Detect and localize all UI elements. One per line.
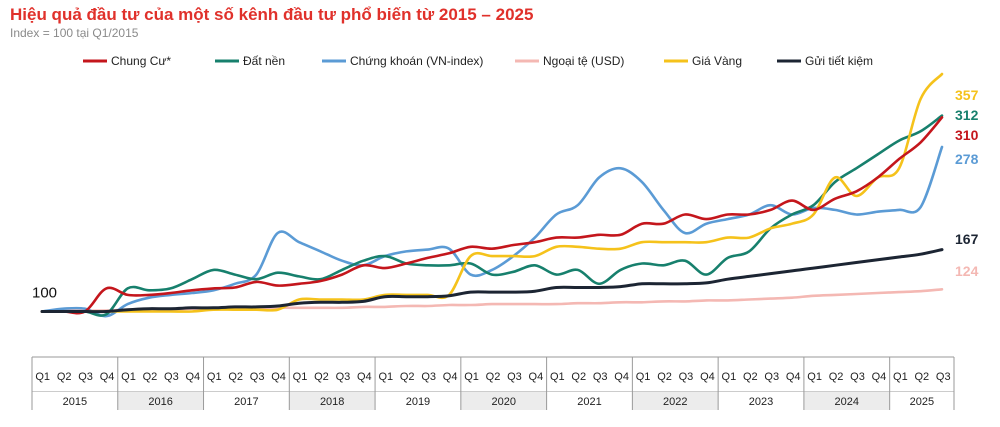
- quarter-label: Q3: [78, 371, 93, 383]
- year-label: 2020: [491, 396, 515, 408]
- year-label: 2016: [148, 396, 172, 408]
- legend-item-4: Giá Vàng: [664, 54, 742, 68]
- year-label: 2024: [835, 396, 859, 408]
- quarter-label: Q2: [914, 371, 929, 383]
- quarter-label: Q3: [421, 371, 436, 383]
- end-label-3: 124: [955, 263, 979, 279]
- quarter-label: Q4: [872, 371, 887, 383]
- quarter-label: Q2: [314, 371, 329, 383]
- end-label-5: 167: [955, 231, 979, 247]
- start-label: 100: [32, 285, 57, 302]
- year-label: 2019: [406, 396, 430, 408]
- end-label-0: 310: [955, 127, 979, 143]
- year-cell: [375, 392, 461, 410]
- quarter-label: Q2: [57, 371, 72, 383]
- quarter-label: Q4: [443, 371, 458, 383]
- legend-item-3: Ngoại tệ (USD): [515, 54, 624, 68]
- year-label: 2015: [63, 396, 87, 408]
- year-label: 2023: [749, 396, 773, 408]
- quarter-label: Q3: [336, 371, 351, 383]
- quarter-label: Q2: [571, 371, 586, 383]
- chart-subtitle: Index = 100 tại Q1/2015: [10, 26, 139, 40]
- legend-item-2: Chứng khoán (VN-index): [322, 54, 483, 68]
- series-layer: [40, 72, 944, 318]
- quarter-label: Q1: [35, 371, 50, 383]
- quarter-label: Q2: [400, 371, 415, 383]
- quarter-label: Q1: [293, 371, 308, 383]
- year-label: 2017: [234, 396, 258, 408]
- quarter-label: Q1: [378, 371, 393, 383]
- year-label: 2022: [663, 396, 687, 408]
- series-line-0: [40, 116, 944, 315]
- year-cell: [803, 392, 890, 410]
- year-cell: [546, 392, 633, 410]
- end-labels: 100 310 312 278 124 357 167: [32, 87, 979, 302]
- quarter-label: Q1: [121, 371, 136, 383]
- quarter-label: Q3: [164, 371, 179, 383]
- quarter-label: Q1: [636, 371, 651, 383]
- legend-label: Gửi tiết kiệm: [805, 54, 873, 68]
- quarter-label: Q4: [357, 371, 372, 383]
- quarter-label: Q4: [185, 371, 200, 383]
- quarter-label: Q4: [700, 371, 715, 383]
- end-label-4: 357: [955, 87, 979, 103]
- year-cell: [889, 392, 954, 410]
- legend-label: Chứng khoán (VN-index): [350, 54, 483, 68]
- series-line-5: [40, 248, 944, 314]
- quarter-label: Q3: [850, 371, 865, 383]
- quarter-label: Q3: [936, 371, 951, 383]
- quarter-label: Q4: [529, 371, 544, 383]
- quarter-label: Q2: [143, 371, 158, 383]
- end-label-1: 312: [955, 107, 979, 123]
- year-cell: [203, 392, 290, 410]
- year-cell: [460, 392, 547, 410]
- quarter-label: Q3: [507, 371, 522, 383]
- legend: Chung Cư* Đất nền Chứng khoán (VN-index) Ng…: [83, 54, 873, 68]
- year-label: 2018: [320, 396, 344, 408]
- legend-label: Chung Cư*: [111, 54, 171, 68]
- quarter-label: Q2: [486, 371, 501, 383]
- x-axis: 2015 2016 2017 2018 2019 2020 2021 2022 2023 2024…: [31, 356, 955, 410]
- quarter-label: Q2: [829, 371, 844, 383]
- year-label: 2025: [910, 396, 934, 408]
- legend-label: Giá Vàng: [692, 54, 742, 68]
- chart-title: Hiệu quả đầu tư của một số kênh đầu tư p…: [10, 5, 534, 24]
- legend-item-5: Gửi tiết kiệm: [777, 54, 873, 68]
- quarter-label: Q1: [550, 371, 565, 383]
- quarter-label: Q4: [786, 371, 801, 383]
- series-line-1: [40, 114, 944, 317]
- quarter-label: Q1: [464, 371, 479, 383]
- quarter-label: Q2: [743, 371, 758, 383]
- quarter-label: Q3: [679, 371, 694, 383]
- year-label: 2021: [577, 396, 601, 408]
- quarter-label: Q2: [228, 371, 243, 383]
- year-cell: [117, 392, 204, 410]
- quarter-label: Q1: [722, 371, 737, 383]
- quarter-label: Q1: [807, 371, 822, 383]
- year-cell: [632, 392, 719, 410]
- legend-label: Ngoại tệ (USD): [543, 54, 624, 68]
- quarter-label: Q4: [614, 371, 629, 383]
- quarter-label: Q2: [657, 371, 672, 383]
- end-label-2: 278: [955, 151, 979, 167]
- quarter-label: Q4: [271, 371, 286, 383]
- quarter-label: Q1: [893, 371, 908, 383]
- year-cell: [289, 392, 376, 410]
- year-cell: [32, 392, 118, 410]
- quarter-label: Q3: [764, 371, 779, 383]
- year-cell: [718, 392, 804, 410]
- quarter-label: Q3: [250, 371, 265, 383]
- legend-item-1: Đất nền: [215, 54, 285, 68]
- quarter-label: Q3: [593, 371, 608, 383]
- legend-label: Đất nền: [243, 54, 285, 68]
- legend-item-0: Chung Cư*: [83, 54, 171, 68]
- series-line-4: [40, 72, 944, 313]
- quarter-label: Q1: [207, 371, 222, 383]
- quarter-label: Q4: [100, 371, 115, 383]
